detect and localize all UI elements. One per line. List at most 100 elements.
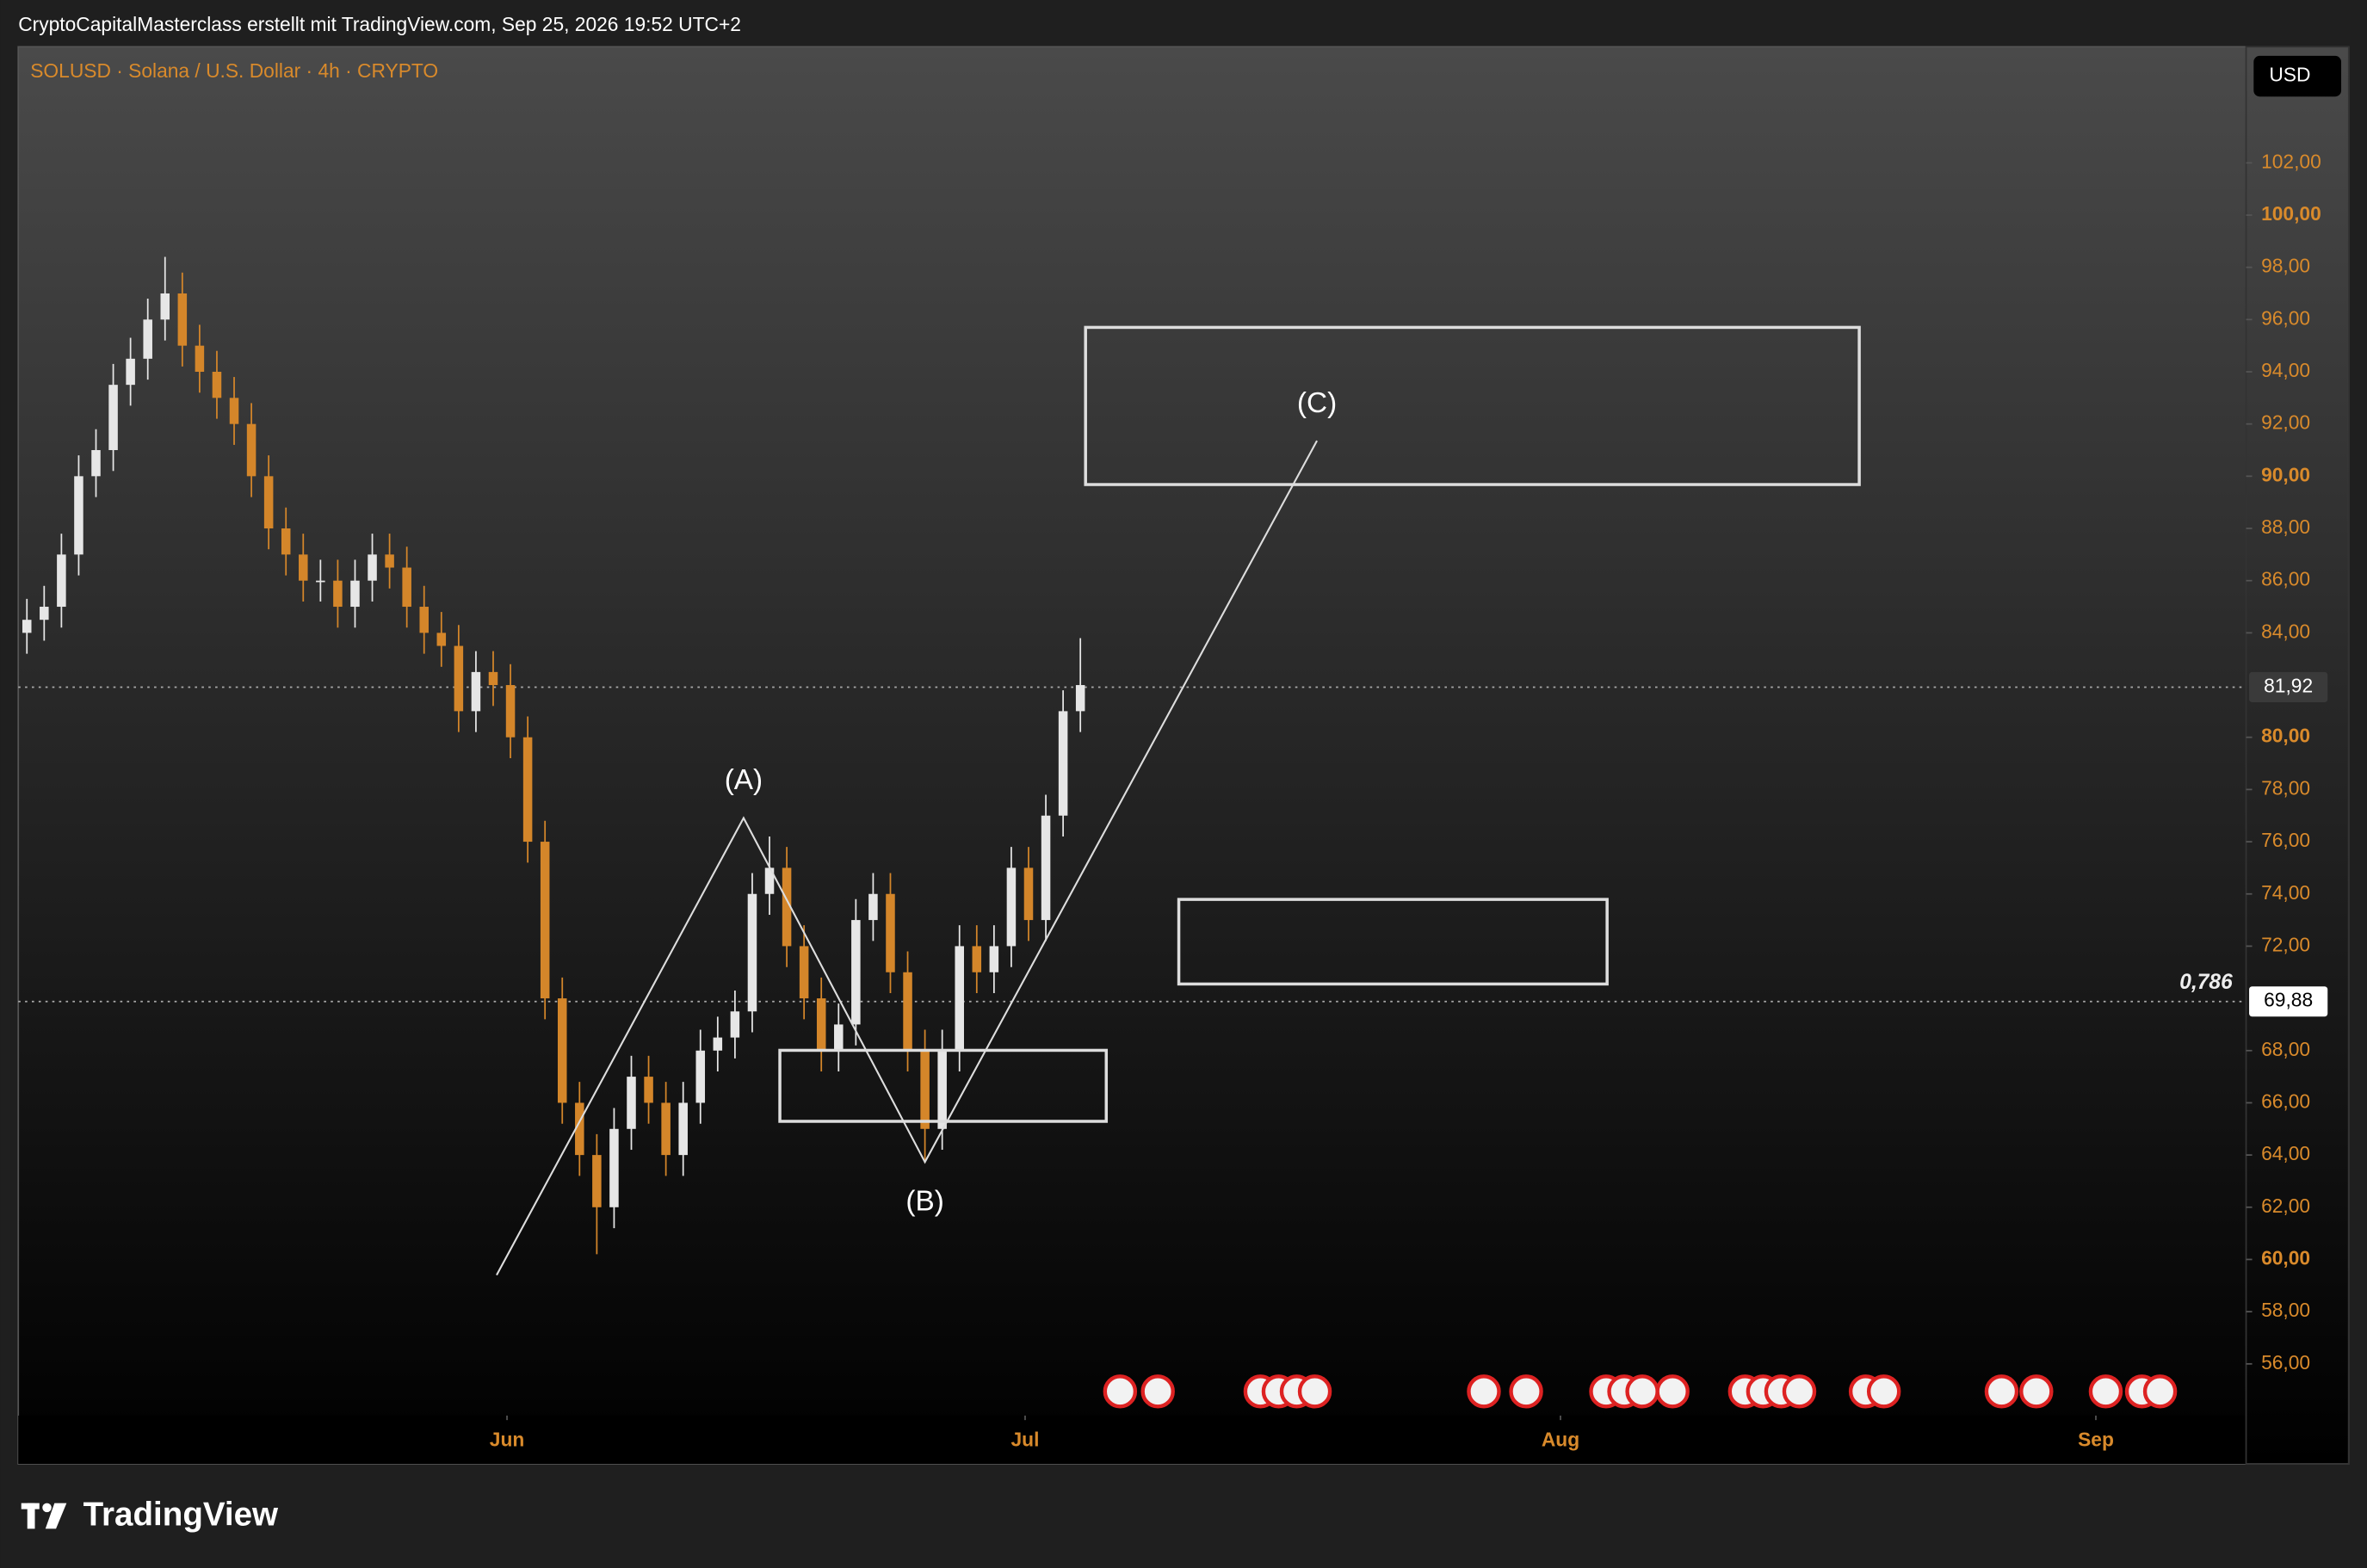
event-flag — [1297, 1374, 1332, 1409]
wave-label: (A) — [725, 764, 763, 796]
event-flag — [1866, 1374, 1901, 1409]
candle-body — [903, 972, 912, 1051]
fib-level: 0,786 — [2179, 971, 2233, 994]
wave-label: (C) — [1297, 387, 1337, 419]
y-tick-label: 76,00 — [2261, 829, 2310, 851]
candle-body — [764, 867, 775, 894]
y-tick-label: 62,00 — [2261, 1195, 2310, 1217]
candle-body — [488, 671, 498, 686]
time-axis — [18, 1415, 2246, 1465]
y-tick-label: 80,00 — [2261, 725, 2310, 747]
candle-body — [522, 737, 533, 843]
candle-body — [937, 1050, 947, 1129]
candle-body — [505, 685, 516, 738]
candle-body — [1075, 685, 1085, 712]
candle-body — [1006, 867, 1017, 947]
candle-body — [160, 293, 170, 320]
event-flag — [1984, 1374, 2019, 1409]
y-tick-label: 66,00 — [2261, 1090, 2310, 1112]
y-tick-label: 72,00 — [2261, 933, 2310, 955]
x-tick-label: Aug — [1542, 1429, 1579, 1451]
target-zone — [1177, 898, 1609, 986]
candle-body — [851, 920, 861, 1025]
candle-body — [886, 893, 895, 972]
candle-body — [246, 423, 256, 477]
currency[interactable]: USD — [2269, 64, 2310, 86]
candle-body — [195, 345, 205, 372]
candle-body — [627, 1077, 636, 1129]
chart-frame — [17, 46, 2350, 1465]
candle-body — [74, 476, 83, 555]
candle-body — [661, 1102, 671, 1156]
y-tick-label: 102,00 — [2261, 150, 2321, 172]
candle-body — [747, 893, 757, 1012]
y-tick-label: 100,00 — [2261, 202, 2321, 225]
event-flag — [1140, 1374, 1175, 1409]
y-tick-label: 64,00 — [2261, 1142, 2310, 1164]
candle-body — [454, 645, 464, 712]
y-tick-label: 86,00 — [2261, 568, 2310, 590]
candle-body — [920, 1050, 930, 1129]
x-tick-label: Jul — [1011, 1429, 1040, 1451]
price-label-box — [2249, 671, 2328, 703]
y-tick-label: 84,00 — [2261, 620, 2310, 642]
candle-body — [419, 607, 429, 633]
candle-body — [229, 398, 239, 424]
candle-body — [40, 607, 49, 620]
header: CryptoCapitalMasterclass erstellt mit Tr… — [18, 13, 741, 35]
wave-line — [496, 440, 1318, 1276]
candle-body — [368, 554, 377, 581]
candle-body — [350, 580, 360, 608]
x-tick-label: Jun — [490, 1429, 525, 1451]
candle-body — [91, 450, 101, 477]
candle-body — [989, 946, 999, 972]
candle-body — [713, 1037, 723, 1051]
event-flag — [2019, 1374, 2054, 1409]
chart-title: SOLUSD · Solana / U.S. Dollar · 4h · CRY… — [30, 59, 438, 82]
target-zone — [778, 1048, 1109, 1123]
event-flag — [2088, 1374, 2123, 1409]
price-axis — [2245, 46, 2350, 1465]
candle-body — [540, 842, 550, 999]
price-label: 69,88 — [2264, 989, 2313, 1011]
candle-body — [782, 867, 792, 947]
candle-body — [678, 1102, 688, 1156]
y-tick-label: 98,00 — [2261, 255, 2310, 277]
event-flag — [1467, 1374, 1501, 1409]
candle-body — [557, 998, 567, 1103]
candle-body — [730, 1011, 740, 1038]
candle-body — [799, 946, 809, 999]
candle-body — [333, 580, 343, 608]
candle-body — [436, 633, 447, 646]
candle-body — [1041, 815, 1051, 921]
price-label-box — [2249, 986, 2328, 1017]
y-tick-label: 58,00 — [2261, 1299, 2310, 1321]
y-tick-label: 74,00 — [2261, 881, 2310, 904]
currency-button[interactable] — [2253, 55, 2342, 97]
event-flag — [1655, 1374, 1690, 1409]
candle-body — [695, 1050, 706, 1103]
y-tick-label: 90,00 — [2261, 463, 2310, 485]
candle-body — [972, 946, 982, 972]
candle-body — [644, 1077, 653, 1103]
event-flag — [1509, 1374, 1543, 1409]
candle-body — [868, 893, 878, 921]
event-flag — [1625, 1374, 1659, 1409]
candle-body — [471, 671, 481, 712]
candle-body — [402, 567, 411, 608]
y-tick-label: 96,00 — [2261, 306, 2310, 329]
candle-body — [299, 554, 308, 581]
event-flag — [1782, 1374, 1817, 1409]
candle-body — [834, 1024, 844, 1051]
candle-body — [108, 385, 118, 451]
y-tick-label: 60,00 — [2261, 1246, 2310, 1269]
event-flag — [2142, 1374, 2178, 1409]
y-tick-label: 56,00 — [2261, 1351, 2310, 1374]
candle-body — [592, 1155, 602, 1207]
y-tick-label: 92,00 — [2261, 411, 2310, 434]
candle-body — [263, 476, 274, 529]
y-tick-label: 68,00 — [2261, 1038, 2310, 1060]
y-tick-label: 88,00 — [2261, 515, 2310, 538]
y-tick-label: 94,00 — [2261, 359, 2310, 381]
